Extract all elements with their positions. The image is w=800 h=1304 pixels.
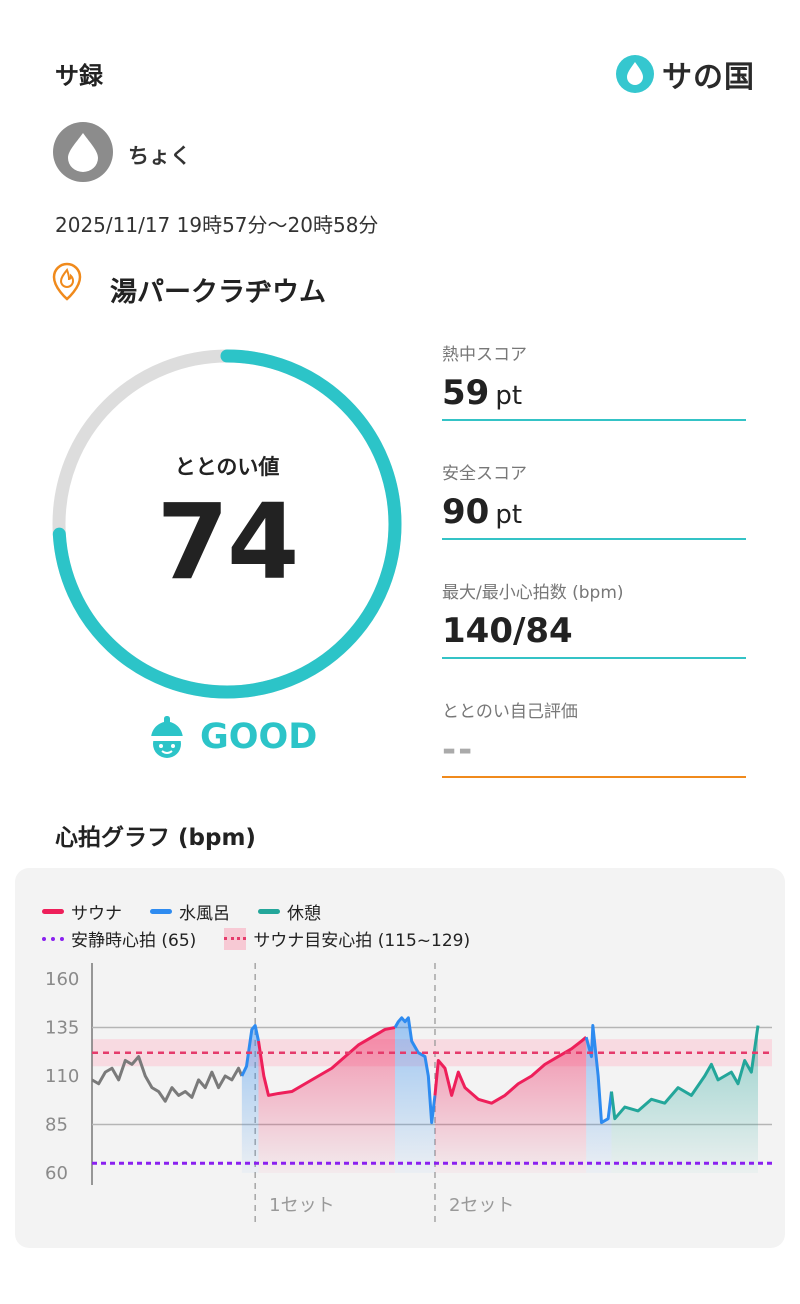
stat-divider — [442, 657, 746, 659]
hr-line-sauna — [433, 1036, 588, 1105]
water-drop-icon — [616, 55, 654, 93]
set-label: 1セット — [269, 1195, 334, 1216]
stat-value: -- — [442, 730, 475, 770]
legend-cold-bath: 水風呂 — [150, 899, 230, 924]
stat-label: 安全スコア — [442, 464, 527, 484]
stat-divider — [442, 538, 746, 540]
hr-area-cold-bath — [395, 1017, 435, 1173]
stat-divider — [442, 419, 746, 421]
sauna-hat-face-icon — [149, 716, 185, 758]
brand-logo[interactable]: サの国 — [616, 52, 755, 96]
stat-value: 90 pt — [442, 492, 523, 532]
hr-line-cold-bath — [584, 1024, 613, 1125]
stat-value: 59 pt — [442, 373, 523, 413]
stat-divider — [442, 776, 746, 778]
legend-resting-hr: 安静時心拍 (65) — [42, 926, 196, 951]
hr-area-rest — [611, 1025, 758, 1173]
totonoi-value: 74 — [156, 481, 300, 603]
rating-text: GOOD — [200, 717, 318, 757]
y-tick-label: 135 — [45, 1018, 79, 1039]
chart-legend-row2: 安静時心拍 (65) サウナ目安心拍 (115~129) — [42, 926, 470, 951]
user-name[interactable]: ちょく — [128, 144, 191, 168]
hr-line-cold-bath — [240, 1024, 260, 1077]
chart-legend-row1: サウナ 水風呂 休憩 — [42, 899, 321, 924]
hr-area-sauna — [434, 1037, 587, 1173]
safety-score: 安全スコア 90 pt — [442, 459, 746, 540]
y-tick-label: 160 — [45, 969, 79, 990]
rating-badge: GOOD — [144, 714, 317, 760]
legend-rest: 休憩 — [258, 899, 321, 924]
heart-rate-range: 最大/最小心拍数 (bpm) 140/84 — [442, 578, 746, 659]
hr-area-cold-bath — [241, 1025, 259, 1173]
drop-avatar-icon — [68, 133, 98, 172]
set-label: 2セット — [449, 1195, 514, 1216]
gauge-label: ととのい値 — [174, 455, 280, 479]
facility-name[interactable]: 湯パークラヂウム — [110, 277, 326, 308]
stat-label: 熱中スコア — [442, 345, 527, 365]
hr-area-sauna — [258, 1027, 396, 1173]
hr-line-cold-bath — [393, 1016, 437, 1125]
logo-text: サの国 — [662, 60, 755, 95]
y-tick-label: 110 — [45, 1066, 79, 1087]
heart-rate-chart: 160 135 110 85 60 1セット 2セット — [45, 963, 772, 1223]
hr-line-sauna — [257, 1026, 396, 1097]
legend-target-zone: サウナ目安心拍 (115~129) — [224, 926, 470, 951]
self-evaluation[interactable]: ととのい自己評価 -- — [442, 697, 746, 778]
heart-graph-title: 心拍グラフ (bpm) — [55, 825, 256, 851]
legend-sauna: サウナ — [42, 899, 122, 924]
app-title: サ録 — [55, 62, 103, 90]
avatar[interactable] — [53, 122, 113, 182]
stat-value: 140/84 — [442, 611, 573, 651]
hr-line-other — [91, 1055, 244, 1103]
stat-label: 最大/最小心拍数 (bpm) — [442, 583, 624, 603]
hr-line-rest — [609, 1025, 760, 1121]
y-tick-label: 85 — [45, 1115, 68, 1136]
totonoi-gauge — [52, 349, 402, 699]
y-tick-label: 60 — [45, 1163, 68, 1184]
session-datetime: 2025/11/17 19時57分〜20時58分 — [55, 213, 379, 237]
heat-score: 熱中スコア 59 pt — [442, 340, 746, 421]
sauna-place-icon — [52, 262, 82, 314]
stat-label: ととのい自己評価 — [442, 702, 578, 722]
